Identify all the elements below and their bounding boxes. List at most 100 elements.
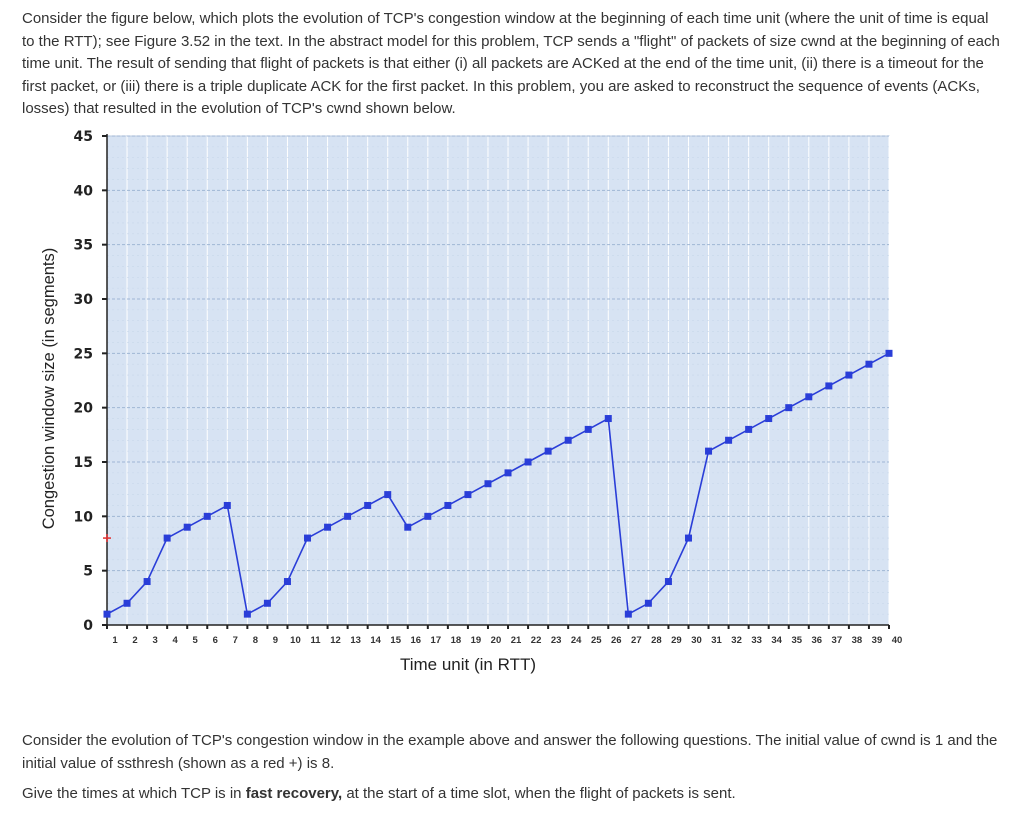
data-point-3 (143, 578, 151, 586)
y-tick-label-5: 5 (83, 564, 93, 580)
x-tick-label-17: 17 (431, 635, 442, 646)
x-tick-label-30: 30 (691, 635, 702, 646)
data-point-34 (765, 415, 773, 423)
data-point-30 (684, 534, 692, 542)
data-point-11 (304, 534, 312, 542)
data-point-32 (725, 436, 733, 444)
data-point-26 (604, 415, 612, 423)
y-tick-label-25: 25 (74, 346, 93, 362)
question-prompt-emphasis: fast recovery, (245, 785, 343, 802)
data-point-28 (644, 599, 652, 607)
x-tick-label-34: 34 (771, 635, 782, 646)
plot-area (106, 135, 890, 626)
x-tick-label-31: 31 (711, 635, 722, 646)
data-point-31 (705, 447, 713, 455)
data-point-29 (664, 578, 672, 586)
question-prompt: Give the times at which TCP is in fast r… (22, 783, 1002, 806)
x-tick-label-20: 20 (491, 635, 502, 646)
x-tick-label-21: 21 (511, 635, 522, 646)
x-tick-label-40: 40 (892, 635, 903, 646)
y-axis-title: Congestion window size (in segments) (40, 248, 58, 530)
data-point-4 (163, 534, 171, 542)
x-tick-label-9: 9 (273, 635, 278, 646)
x-tick-label-26: 26 (611, 635, 622, 646)
data-point-39 (865, 360, 873, 368)
x-tick-label-38: 38 (852, 635, 863, 646)
data-point-20 (484, 480, 492, 488)
x-tick-label-27: 27 (631, 635, 642, 646)
data-point-2 (123, 599, 131, 607)
x-tick-label-25: 25 (591, 635, 602, 646)
data-point-14 (364, 501, 372, 509)
y-tick-label-35: 35 (74, 238, 93, 254)
data-point-16 (404, 523, 412, 531)
data-point-8 (243, 610, 251, 618)
x-tick-label-11: 11 (310, 635, 321, 646)
x-tick-label-36: 36 (812, 635, 823, 646)
x-tick-label-23: 23 (551, 635, 562, 646)
data-point-10 (283, 578, 291, 586)
question-prompt-start: Give the times at which TCP is in (22, 785, 246, 802)
data-point-40 (885, 349, 893, 357)
data-point-5 (183, 523, 191, 531)
data-point-18 (444, 501, 452, 509)
data-point-27 (624, 610, 632, 618)
x-tick-label-32: 32 (731, 635, 742, 646)
x-tick-label-10: 10 (290, 635, 301, 646)
data-point-13 (344, 512, 352, 520)
data-point-23 (544, 447, 552, 455)
x-tick-label-33: 33 (751, 635, 762, 646)
x-tick-label-22: 22 (531, 635, 542, 646)
x-tick-label-5: 5 (193, 635, 199, 646)
x-tick-label-29: 29 (671, 635, 682, 646)
data-point-21 (504, 469, 512, 477)
y-tick-label-15: 15 (74, 455, 93, 471)
data-point-36 (805, 393, 813, 401)
data-point-19 (464, 491, 472, 499)
question-prompt-end: at the start of a time slot, when the fl… (342, 785, 736, 802)
data-point-33 (745, 425, 753, 433)
y-tick-label-20: 20 (74, 401, 94, 417)
x-tick-label-8: 8 (253, 635, 258, 646)
x-tick-label-14: 14 (370, 635, 381, 646)
intro-paragraph: Consider the figure below, which plots t… (22, 10, 1000, 117)
x-tick-label-13: 13 (350, 635, 361, 646)
x-tick-label-6: 6 (213, 635, 218, 646)
y-tick-label-45: 45 (74, 129, 93, 145)
x-tick-label-24: 24 (571, 635, 582, 646)
x-tick-label-18: 18 (451, 635, 462, 646)
x-tick-label-16: 16 (410, 635, 421, 646)
data-point-17 (424, 512, 432, 520)
x-tick-label-19: 19 (471, 635, 482, 646)
data-point-9 (263, 599, 271, 607)
y-tick-label-0: 0 (83, 618, 93, 634)
data-point-35 (785, 404, 793, 412)
data-point-7 (223, 501, 231, 509)
x-tick-label-12: 12 (330, 635, 341, 646)
question-context: Consider the evolution of TCP's congesti… (22, 732, 998, 772)
x-tick-label-1: 1 (112, 635, 118, 646)
x-tick-label-3: 3 (152, 635, 157, 646)
y-tick-label-10: 10 (74, 509, 94, 525)
x-tick-label-37: 37 (832, 635, 843, 646)
data-point-15 (384, 491, 392, 499)
data-point-1 (103, 610, 111, 618)
x-tick-label-35: 35 (791, 635, 802, 646)
data-point-6 (203, 512, 211, 520)
cwnd-chart: 0 5 10 15 20 25 30 35 40 45 1 2 3 4 5 6 7 8 9 10 11 12 13 14 15 1… (0, 122, 1024, 682)
ssthresh-marker (103, 534, 111, 543)
y-tick-label-40: 40 (74, 183, 94, 199)
y-tick-label-30: 30 (74, 292, 94, 308)
data-point-12 (324, 523, 332, 531)
x-tick-label-28: 28 (651, 635, 662, 646)
x-tick-label-2: 2 (132, 635, 137, 646)
x-tick-label-7: 7 (233, 635, 238, 646)
data-point-25 (584, 425, 592, 433)
series-line-0 (106, 352, 890, 616)
data-point-24 (564, 436, 572, 444)
x-tick-label-15: 15 (390, 635, 401, 646)
data-point-38 (845, 371, 853, 379)
data-point-37 (825, 382, 833, 390)
data-point-22 (524, 458, 532, 466)
